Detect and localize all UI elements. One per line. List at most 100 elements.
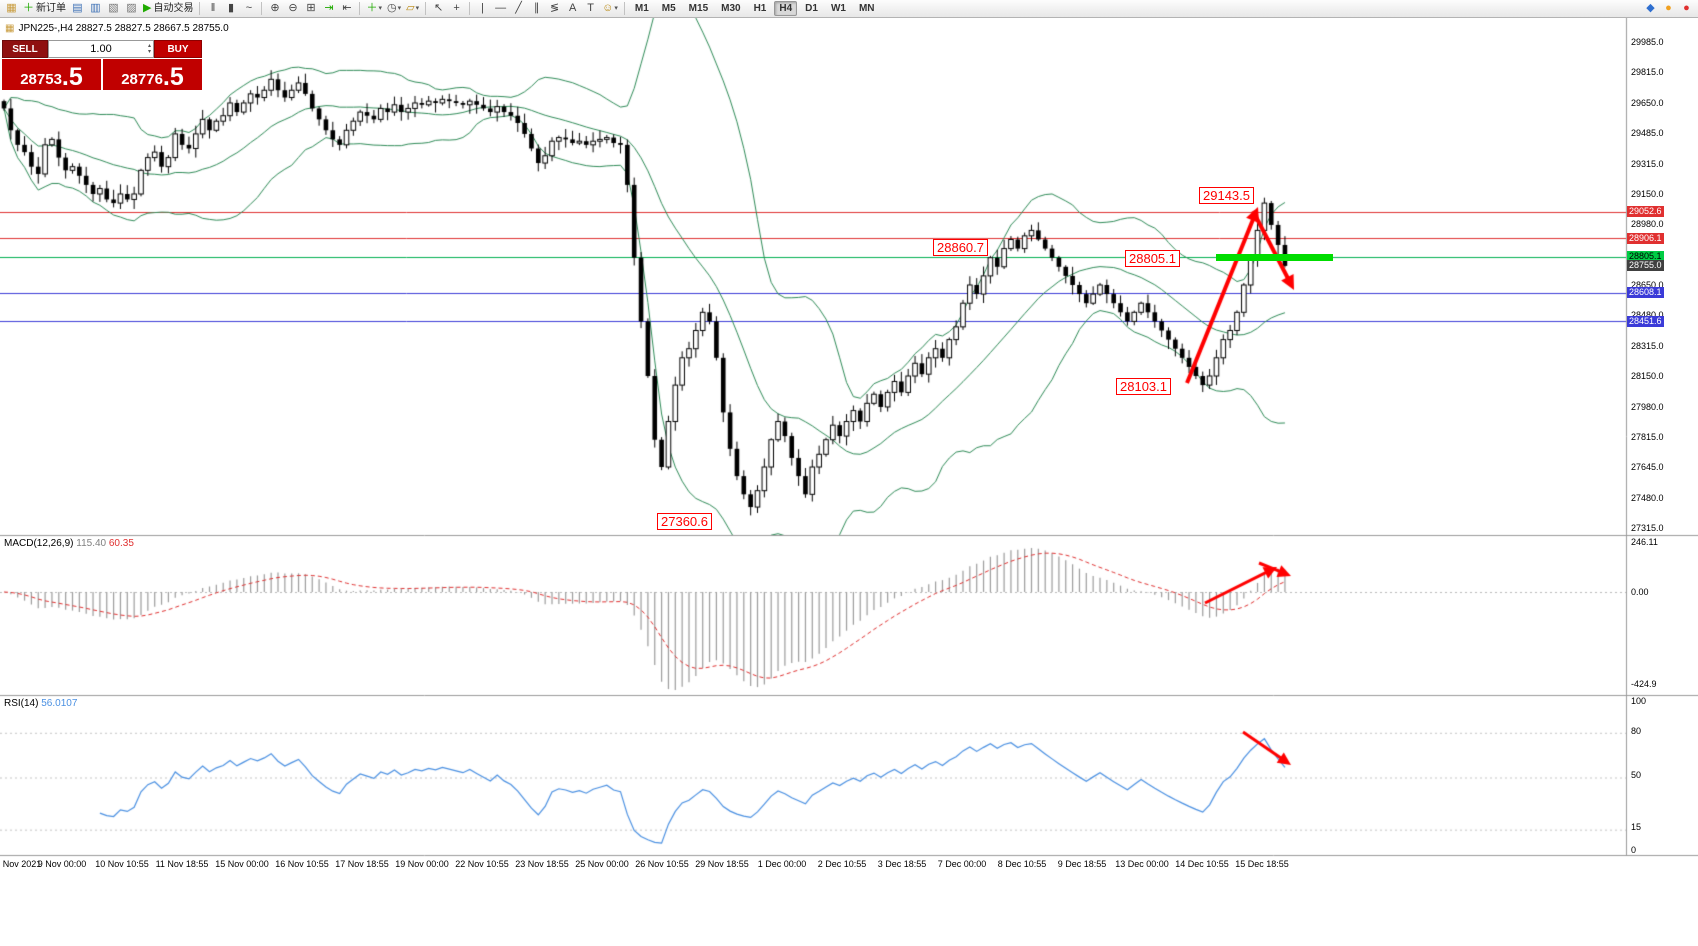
tile-windows-icon[interactable]: ⊞	[306, 2, 316, 14]
buy-price-display[interactable]: 28776 .5	[103, 59, 202, 90]
price-annotation[interactable]: 28860.7	[933, 239, 988, 256]
time-axis-label: 2 Dec 10:55	[817, 859, 867, 869]
price-annotation[interactable]: 29143.5	[1199, 187, 1254, 204]
time-axis-label: 9 Dec 18:55	[1057, 859, 1107, 869]
chart-window-icon[interactable]: ▦	[6, 2, 17, 14]
market-watch-icon[interactable]: ▤	[72, 2, 83, 14]
timeframe-mn[interactable]: MN	[858, 3, 875, 14]
price-axis-tag: 29052.6	[1627, 206, 1664, 218]
zoom-out-icon[interactable]: ⊖	[288, 2, 298, 14]
timeframe-h1[interactable]: H1	[753, 3, 767, 14]
toolbar-separator	[469, 2, 471, 15]
crosshair-icon[interactable]: +	[453, 2, 460, 14]
price-axis-label: 28480.0	[1631, 310, 1664, 320]
rsi-axis-label: 80	[1631, 726, 1642, 736]
chart-canvas[interactable]	[0, 18, 1698, 946]
trendline-icon[interactable]: ╱	[515, 2, 522, 14]
price-axis-label: 29815.0	[1631, 67, 1664, 78]
terminal-icon[interactable]: ▨	[126, 2, 137, 14]
vertical-line-icon[interactable]: |	[481, 2, 485, 14]
price-annotation[interactable]: 28805.1	[1125, 250, 1180, 267]
mql5-community-icon[interactable]: ◆	[1646, 2, 1655, 14]
fibonacci-icon[interactable]: ≶	[550, 2, 560, 14]
new-order-button[interactable]: ＋新订单	[23, 2, 66, 14]
periods-icon[interactable]: ◷ ▾	[386, 2, 402, 14]
price-axis-label: 29150.0	[1631, 188, 1664, 199]
time-axis-label: 11 Nov 18:55	[155, 859, 209, 869]
timeframe-m5[interactable]: M5	[661, 3, 676, 14]
zoom-in-icon[interactable]: ⊕	[270, 2, 280, 14]
sell-price-int: 28753	[20, 70, 62, 88]
horizontal-line-icon[interactable]: ―	[495, 2, 507, 14]
time-axis-label: 26 Nov 10:55	[635, 859, 689, 869]
toolbar-separator	[623, 2, 625, 15]
spin-up-icon[interactable]: ▴	[147, 43, 151, 49]
timeframe-m30[interactable]: M30	[721, 3, 741, 14]
timeframe-m1[interactable]: M1	[634, 3, 649, 14]
macd-main-value: 115.40	[76, 538, 107, 549]
price-annotation[interactable]: 27360.6	[657, 513, 712, 530]
time-axis-label: 15 Dec 18:55	[1235, 859, 1289, 869]
arrows-icon[interactable]: ☺ ▾	[602, 2, 618, 14]
time-axis-label: 3 Dec 18:55	[877, 859, 927, 869]
bar-chart-type-icon[interactable]: ‖	[210, 2, 216, 14]
auto-scroll-icon[interactable]: ⇥	[324, 2, 334, 14]
timeframe-w1[interactable]: W1	[830, 3, 846, 14]
notifications-icon[interactable]: ●	[1683, 2, 1690, 14]
spin-down-icon[interactable]: ▾	[147, 49, 151, 55]
templates-icon[interactable]: ▱ ▾	[406, 2, 420, 14]
rsi-value: 56.0107	[41, 698, 78, 709]
volume-spinner[interactable]: ▴ ▾	[148, 41, 151, 57]
candlestick-type-icon[interactable]: ▮	[227, 2, 234, 14]
text-icon[interactable]: A	[568, 2, 577, 14]
rsi-indicator-label: RSI(14) 56.0107	[4, 698, 77, 709]
price-annotation[interactable]: 28103.1	[1116, 378, 1171, 395]
news-badge-icon[interactable]: ●	[1665, 2, 1672, 14]
support-zone-highlight[interactable]	[1216, 254, 1333, 261]
price-axis-tag: 28805.1	[1627, 251, 1664, 263]
sell-price-display[interactable]: 28753 .5	[2, 59, 101, 90]
price-axis-label: 27815.0	[1631, 431, 1664, 442]
time-axis-label: 15 Nov 00:00	[215, 859, 269, 869]
cursor-icon[interactable]: ↖	[434, 2, 444, 14]
time-axis-label: 1 Dec 00:00	[757, 859, 807, 869]
time-axis-label: 16 Nov 10:55	[275, 859, 329, 869]
navigator-icon[interactable]: ▧	[108, 2, 119, 14]
buy-price-dec: .5	[162, 62, 184, 91]
channel-icon[interactable]: ∥	[533, 2, 540, 14]
price-axis-label: 28150.0	[1631, 371, 1664, 382]
chart-symbol-icon: ▦	[5, 23, 15, 34]
sell-button[interactable]: SELL	[2, 40, 48, 58]
rsi-axis-label: 15	[1631, 822, 1642, 832]
line-chart-type-icon[interactable]: ~	[245, 2, 253, 14]
time-axis-label: Nov 2021	[2, 859, 42, 869]
price-axis-tag: 28755.0	[1627, 260, 1664, 272]
timeframe-m15[interactable]: M15	[688, 3, 709, 14]
volume-value: 1.00	[90, 43, 112, 55]
price-axis-tag: 28451.6	[1627, 315, 1664, 327]
data-window-icon[interactable]: ▥	[90, 2, 101, 14]
buy-button[interactable]: BUY	[154, 40, 202, 58]
sell-price-dec: .5	[61, 62, 83, 91]
auto-trading-button[interactable]: ▶ 自动交易	[143, 2, 194, 14]
timeframe-h4[interactable]: H4	[774, 1, 798, 16]
chart-shift-icon[interactable]: ⇤	[342, 2, 352, 14]
one-click-trading-panel: SELL 1.00 ▴ ▾ BUY 28753 .5 28776 .5	[2, 40, 202, 90]
price-axis-label: 29985.0	[1631, 37, 1664, 47]
chart-ohlc-info: ▦ JPN225-,H4 28827.5 28827.5 28667.5 287…	[5, 23, 229, 34]
trade-panel-controls: SELL 1.00 ▴ ▾ BUY	[2, 40, 202, 58]
time-axis-label: 22 Nov 10:55	[455, 859, 509, 869]
chart-window: ▦ JPN225-,H4 28827.5 28827.5 28667.5 287…	[0, 18, 1698, 946]
time-axis-label: 9 Nov 00:00	[37, 859, 87, 869]
timeframe-d1[interactable]: D1	[805, 3, 818, 14]
price-axis-label: 28980.0	[1631, 219, 1664, 230]
text-label-icon[interactable]: T	[587, 2, 594, 14]
price-axis-label: 27980.0	[1631, 401, 1664, 412]
volume-input[interactable]: 1.00 ▴ ▾	[48, 40, 154, 58]
top-toolbar: ▦ ＋新订单 ▤ ▥ ▧ ▨ ▶ 自动交易 ‖ ▮ ~ ⊕ ⊖ ⊞ ⇥ ⇤ ＋ ▾ ◷ ▾ ▱ ▾ ↖ + | ― ╱ ∥ ≶ A T ☺ ▾ M…	[0, 0, 1698, 18]
price-axis-tag: 28906.1	[1627, 232, 1664, 244]
rsi-title: RSI(14)	[4, 698, 39, 709]
buy-price-int: 28776	[121, 70, 163, 88]
indicators-icon[interactable]: ＋ ▾	[366, 2, 382, 14]
macd-axis-label: -424.9	[1631, 679, 1657, 689]
